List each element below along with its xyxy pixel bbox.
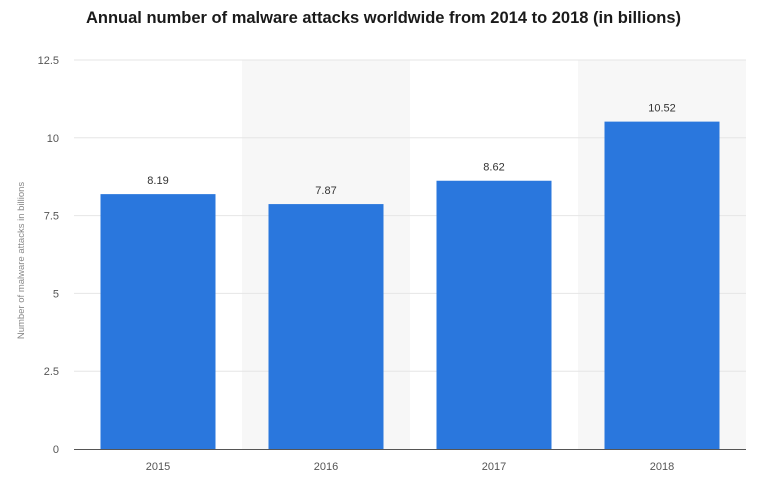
bars	[100, 121, 720, 449]
value-label: 8.62	[483, 162, 504, 174]
y-tick-label: 10	[47, 133, 59, 145]
y-tick-label: 5	[53, 288, 59, 300]
value-label: 7.87	[315, 185, 336, 197]
value-label: 8.19	[147, 175, 168, 187]
chart-title: Annual number of malware attacks worldwi…	[85, 9, 682, 27]
x-tick-label: 2018	[650, 461, 674, 473]
x-axis-ticks: 2015 2016 2017 2018	[146, 461, 674, 473]
x-tick-label: 2015	[146, 461, 170, 473]
bar	[100, 194, 216, 449]
y-axis-ticks: 0 2.5 5 7.5 10 12.5	[38, 55, 59, 456]
y-tick-label: 12.5	[38, 55, 59, 67]
bar	[604, 121, 720, 449]
bar	[436, 180, 552, 449]
value-label: 10.52	[648, 103, 676, 115]
y-axis-title: Number of malware attacks in billions	[16, 182, 27, 340]
y-tick-label: 7.5	[44, 211, 59, 223]
bar	[268, 204, 384, 449]
x-tick-label: 2016	[314, 461, 338, 473]
y-tick-label: 0	[53, 444, 59, 456]
x-tick-label: 2017	[482, 461, 506, 473]
value-labels: 8.19 7.87 8.62 10.52	[147, 103, 675, 197]
y-tick-label: 2.5	[44, 366, 59, 378]
